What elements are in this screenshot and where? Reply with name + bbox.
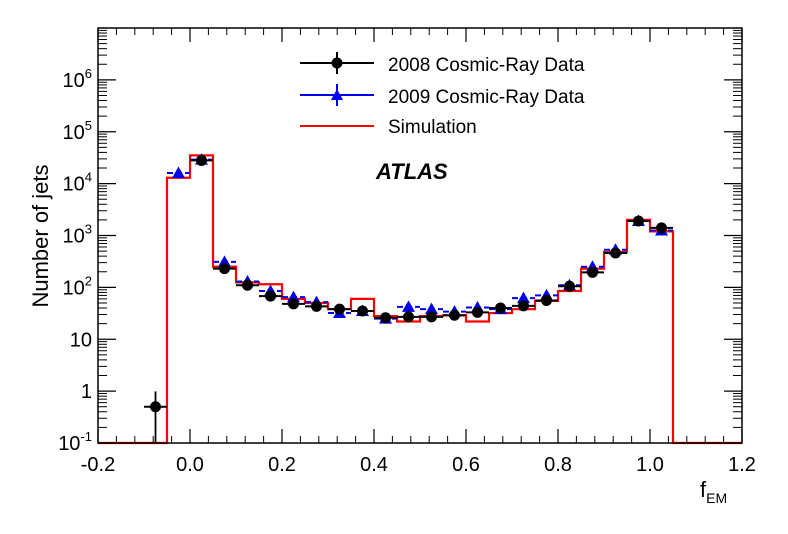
- x-axis-label: fEM: [700, 477, 727, 506]
- data-2008-point: [380, 312, 391, 324]
- legend-2008-label: 2008 Cosmic-Ray Data: [388, 55, 585, 76]
- data-2008-point: [449, 309, 460, 321]
- data-2008-point: [150, 401, 161, 413]
- data-2009-point: [402, 300, 415, 312]
- data-2008-point: [633, 215, 644, 227]
- legend-entry-2009: 2009 Cosmic-Ray Data: [300, 84, 585, 108]
- data-2008-point: [311, 300, 322, 312]
- y-tick-label: 103: [63, 222, 92, 248]
- data-2008-point: [472, 306, 483, 318]
- y-tick-label: 104: [63, 170, 92, 196]
- data-2008-point: [265, 290, 276, 302]
- atlas-annotation: ATLAS: [375, 159, 448, 184]
- data-2009-point: [218, 255, 231, 267]
- y-axis-label: Number of jets: [28, 164, 53, 307]
- data-2009-point: [172, 166, 185, 179]
- data-2009-point: [517, 291, 530, 304]
- data-2008-point: [242, 279, 253, 291]
- y-tick-label: 106: [63, 66, 92, 92]
- data-2008-point: [587, 266, 598, 278]
- x-axis-label-main: f: [700, 477, 707, 502]
- data-2008-point: [518, 300, 529, 312]
- y-tick-label: 10: [70, 329, 92, 351]
- x-tick-label: 1.0: [636, 454, 664, 476]
- x-tick-label: 0.6: [452, 454, 480, 476]
- legend: 2008 Cosmic-Ray Data 2009 Cosmic-Ray Dat…: [300, 52, 585, 138]
- y-tick-label: 10-1: [58, 429, 92, 455]
- data-2008-point: [219, 263, 230, 275]
- x-tick-label: 0.8: [544, 454, 572, 476]
- data-2008-point: [403, 311, 414, 323]
- data-2008-point: [357, 305, 368, 317]
- legend-entry-2008: 2008 Cosmic-Ray Data: [300, 52, 585, 76]
- x-tick-label: 1.2: [728, 454, 756, 476]
- legend-entry-simulation: Simulation: [300, 117, 477, 138]
- y-tick-label: 1: [81, 381, 92, 403]
- legend-2008-marker: [331, 57, 343, 69]
- x-axis-label-sub: EM: [706, 490, 727, 506]
- data-2009-point: [425, 302, 438, 315]
- data-2008-point: [610, 247, 621, 259]
- data-2008-point: [288, 298, 299, 310]
- x-tick-label: -0.2: [81, 454, 115, 476]
- data-2008-point: [495, 302, 506, 314]
- data-2008-point: [426, 311, 437, 323]
- legend-2009-label: 2009 Cosmic-Ray Data: [388, 87, 585, 108]
- data-2009-point: [287, 290, 300, 303]
- legend-simulation-label: Simulation: [388, 117, 477, 138]
- y-tick-label: 102: [63, 273, 92, 299]
- y-tick-label: 105: [63, 118, 92, 144]
- x-tick-label: 0.2: [268, 454, 296, 476]
- data-2008-point: [564, 280, 575, 292]
- data-2008-point: [334, 303, 345, 315]
- legend-2009-marker: [331, 89, 343, 100]
- data-2008-point: [196, 154, 207, 166]
- plot-frame: [97, 27, 743, 444]
- data-2008-point: [541, 294, 552, 306]
- x-tick-label: 0.4: [360, 454, 388, 476]
- data-2008-point: [656, 222, 667, 234]
- x-tick-label: 0.0: [176, 454, 204, 476]
